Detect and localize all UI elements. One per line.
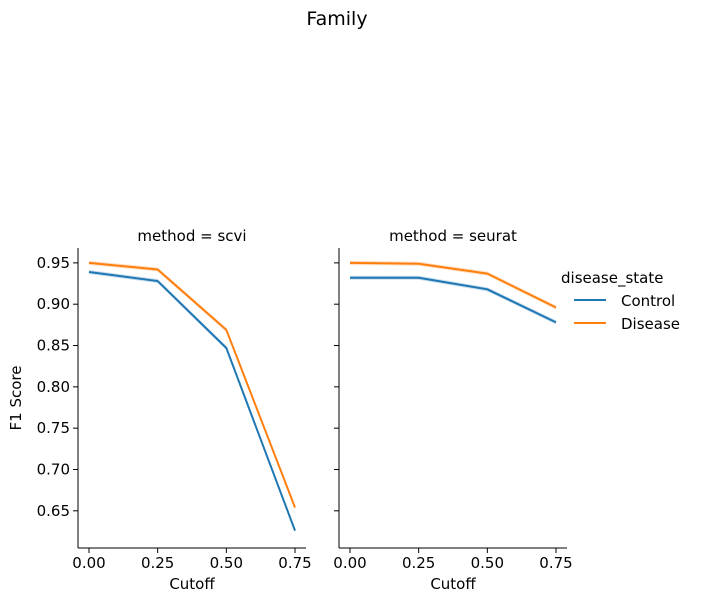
y-tick-label: 0.70 — [37, 460, 70, 478]
panel-seurat: method = seurat 0.00 0.25 0.50 0.75 Cutoff — [333, 227, 572, 593]
legend-label-control: Control — [621, 292, 675, 310]
x-tick-label: 0.75 — [278, 554, 311, 572]
confidence-band-disease — [349, 260, 557, 310]
y-tick-label: 0.65 — [37, 502, 70, 520]
series-line-disease — [349, 261, 557, 309]
series-line-control — [88, 270, 296, 531]
x-tick-label: 0.25 — [141, 554, 174, 572]
panel-scvi: method = scvi 0.00 0.25 0.50 0.75 0.65 0.70 0.7… — [7, 227, 312, 593]
confidence-band-control — [349, 275, 557, 325]
series-line-control — [349, 276, 557, 324]
legend-title: disease_state — [561, 269, 663, 288]
y-tick-label: 0.85 — [37, 337, 70, 355]
x-tick-label: 0.00 — [72, 554, 105, 572]
panel-title: method = seurat — [389, 227, 517, 245]
x-tick-label: 0.50 — [471, 554, 504, 572]
legend: disease_state Control Disease — [561, 269, 680, 333]
y-tick-label: 0.80 — [37, 378, 70, 396]
figure-title: Family — [306, 8, 367, 30]
x-tick-label: 0.75 — [539, 554, 572, 572]
confidence-band-disease — [88, 260, 296, 510]
series-line-disease — [88, 261, 296, 508]
x-axis-label: Cutoff — [430, 575, 476, 593]
x-tick-label: 0.25 — [402, 554, 435, 572]
y-tick-label: 0.90 — [37, 295, 70, 313]
confidence-band-control — [88, 269, 296, 533]
x-tick-label: 0.00 — [333, 554, 366, 572]
panel-title: method = scvi — [137, 227, 246, 245]
x-axis-label: Cutoff — [169, 575, 215, 593]
legend-label-disease: Disease — [621, 315, 680, 333]
y-axis-label: F1 Score — [7, 366, 25, 431]
x-tick-label: 0.50 — [210, 554, 243, 572]
y-tick-label: 0.95 — [37, 254, 70, 272]
y-tick-label: 0.75 — [37, 419, 70, 437]
